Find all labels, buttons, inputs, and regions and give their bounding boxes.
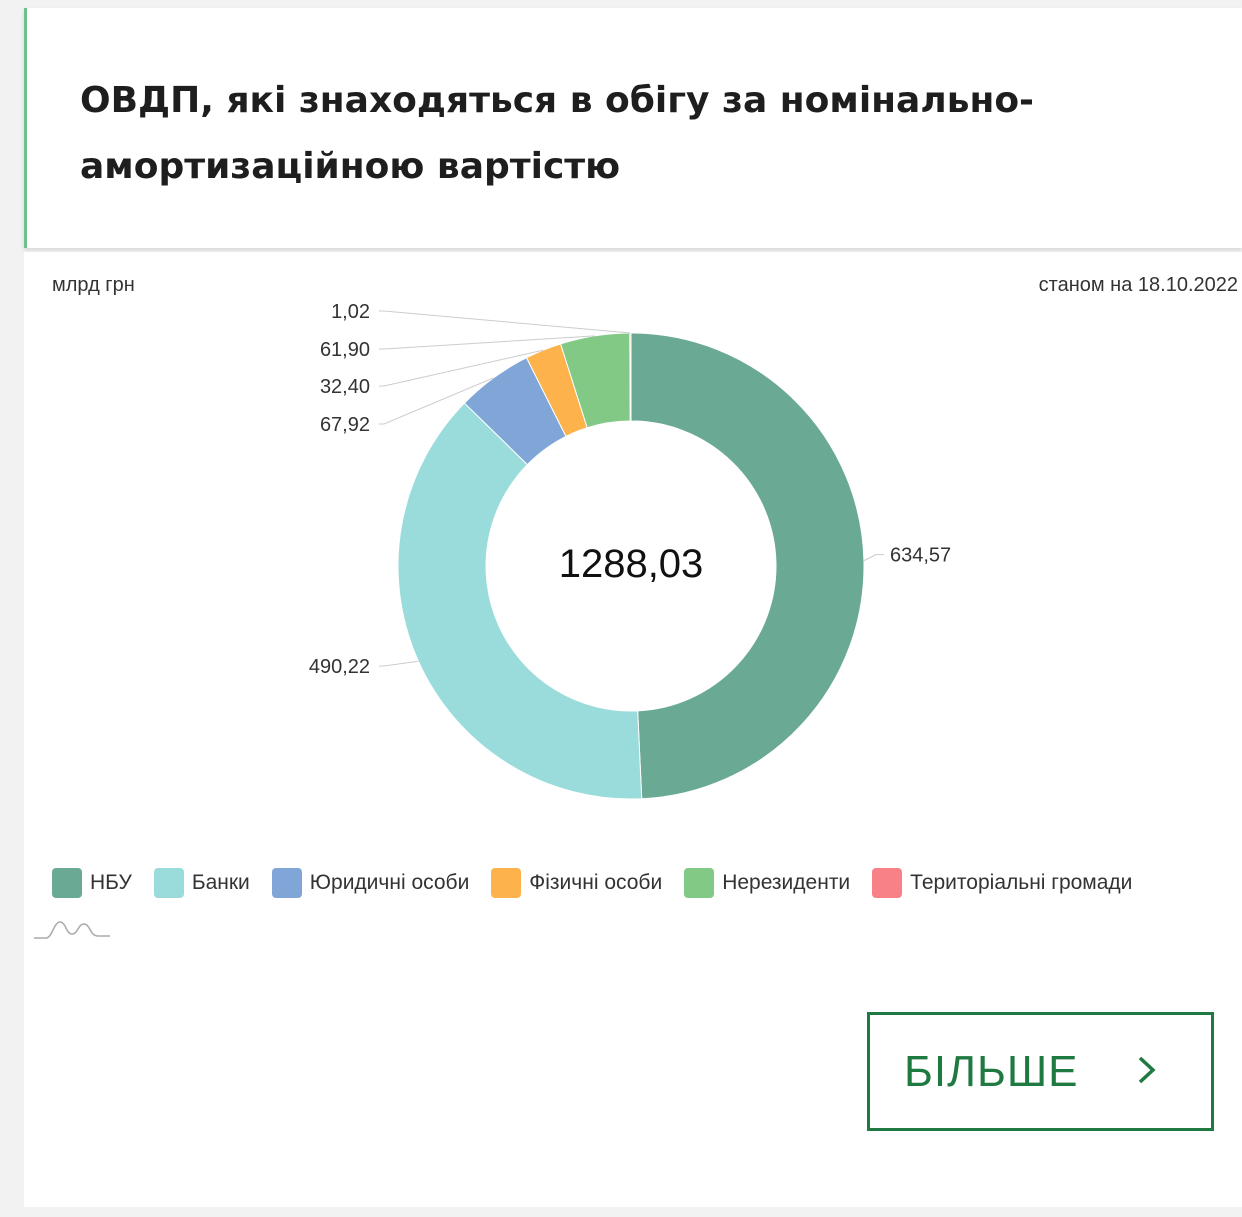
legend-swatch [872,868,903,898]
chart-legend: НБУ Банки Юридичні особи Фізичні особи Нерез… [52,868,1154,898]
more-button[interactable]: БІЛЬШЕ [867,1012,1214,1131]
leader-line-юридичні-особи [379,377,494,425]
legend-item-територіальні-громади[interactable]: Територіальні громади [872,868,1132,898]
legend-label: Нерезиденти [722,871,851,894]
legend-item-фізичні-особи[interactable]: Фізичні особи [491,868,662,898]
data-label-банки: 490,22 [309,656,370,678]
title-card: ОВДП, які знаходяться в обігу за номінал… [24,8,1242,248]
legend-item-юридичні-особи[interactable]: Юридичні особи [271,868,470,898]
legend-label: Територіальні громади [910,871,1133,894]
leader-lines [379,310,884,667]
center-total: 1288,03 [559,542,704,586]
chevron-right-icon [1137,1047,1157,1097]
legend-swatch [153,868,184,898]
leader-line-нерезиденти [379,335,595,350]
data-label-нбу: 634,57 [890,545,951,567]
title-line-1: ОВДП, які знаходяться в обігу за номінал… [80,80,1034,121]
title-line-2: амортизаційною вартістю [80,146,621,187]
leader-line-нбу [863,554,884,562]
slice-нбу[interactable] [630,332,865,800]
data-label-нерезиденти: 61,90 [320,339,370,361]
legend-swatch [52,868,82,898]
leader-line-територіальні-громади [379,310,631,334]
more-button-label: БІЛЬШЕ [904,1046,1079,1096]
unit-label: млрд грн [52,274,135,296]
legend-item-банки[interactable]: Банки [153,868,250,898]
data-label-територіальні-громади: 1,02 [331,301,370,323]
data-labels: 634,57 490,22 67,92 32,40 61,90 1,02 [309,301,951,678]
logo-wave-icon [34,921,110,939]
leader-line-фізичні-особи [379,349,544,387]
slice-банки[interactable] [397,402,643,800]
donut-slices [397,332,865,800]
slice-територіальні-громади[interactable] [629,332,632,422]
donut-chart: 634,57 490,22 67,92 32,40 61,90 1,02 1288,03 [309,301,951,800]
data-label-юридичні-особи: 67,92 [320,414,370,436]
legend-swatch [271,868,302,898]
page-title: ОВДП, які знаходяться в обігу за номінал… [80,68,1180,200]
legend-item-нбу[interactable]: НБУ [52,868,132,898]
legend-label: Юридичні особи [309,871,470,894]
leader-line-банки [379,660,419,667]
date-label: станом на 18.10.2022 [1038,274,1238,296]
legend-swatch [684,868,715,898]
data-label-фізичні-особи: 32,40 [320,376,370,398]
legend-label: Банки [191,871,250,894]
legend-item-нерезиденти[interactable]: Нерезиденти [684,868,850,898]
chart-card: млрд грн станом на 18.10.2022 634,57 490,… [24,252,1242,1207]
legend-label: НБУ [90,871,132,894]
legend-label: Фізичні особи [529,871,663,894]
legend-swatch [491,868,522,898]
